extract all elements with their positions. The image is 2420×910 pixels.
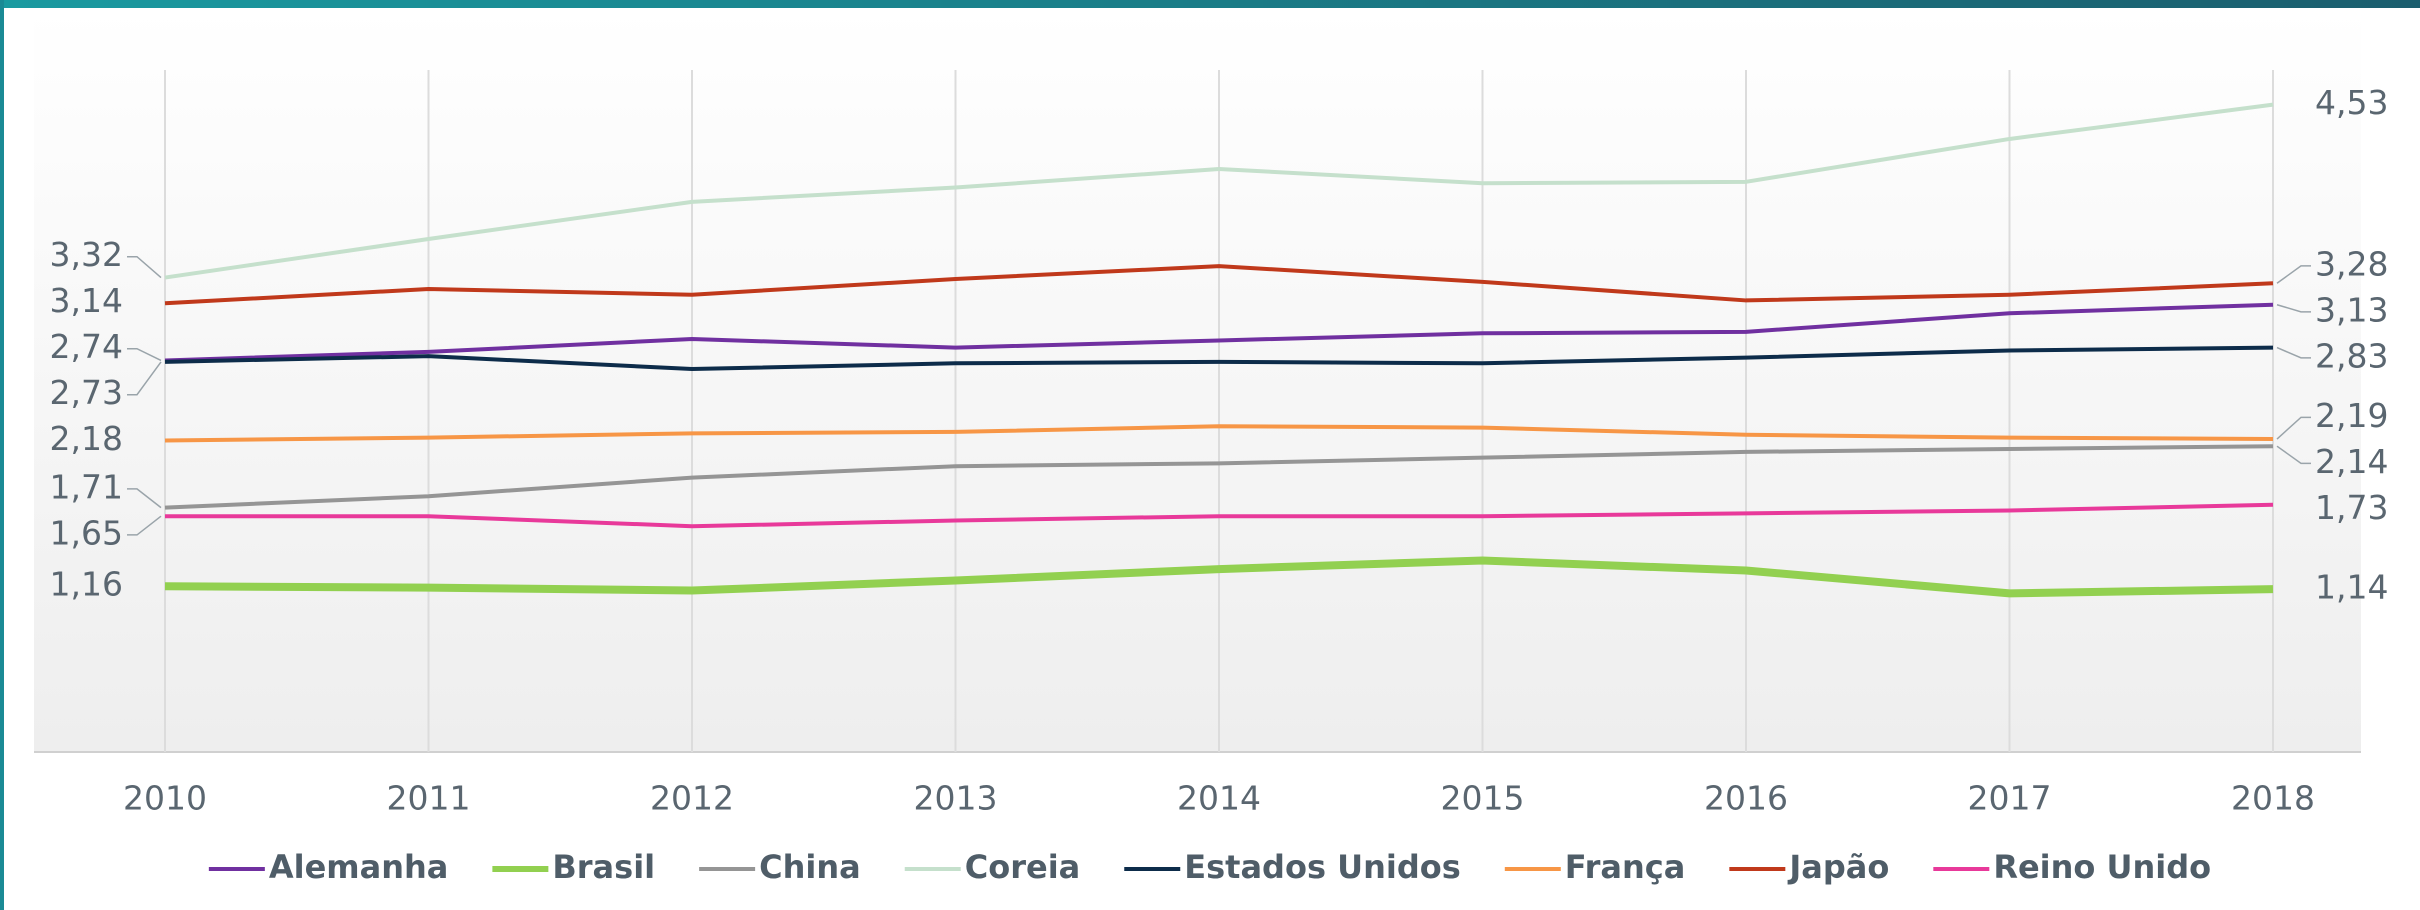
data-label: 2,19 (2315, 396, 2388, 435)
top-border (0, 0, 2420, 8)
series-line (164, 424, 2274, 443)
data-label: 1,71 (50, 467, 123, 506)
leader-line (2276, 304, 2311, 313)
legend-label: Coreia (965, 848, 1081, 886)
data-label: 3,32 (50, 235, 123, 274)
leader-line (127, 255, 162, 279)
x-tick-label: 2013 (914, 779, 998, 818)
legend-label: Estados Unidos (1184, 848, 1461, 886)
data-label: 4,53 (2315, 83, 2388, 122)
data-label: 1,65 (50, 513, 123, 552)
legend-label: Reino Unido (1993, 848, 2211, 886)
leader-line (127, 361, 162, 396)
leader-line (2276, 445, 2311, 465)
x-tick-label: 2017 (1968, 779, 2052, 818)
series-line (165, 502, 2274, 529)
series-line (164, 444, 2274, 510)
data-label: 2,74 (50, 327, 123, 366)
data-label: 1,14 (2315, 568, 2388, 607)
data-label: 3,14 (50, 281, 123, 320)
x-tick-label: 2016 (1704, 779, 1788, 818)
data-label: 1,73 (2315, 488, 2388, 527)
data-label: 3,28 (2315, 244, 2388, 283)
legend-label: China (759, 848, 861, 886)
x-tick-label: 2012 (650, 779, 734, 818)
series-line (164, 264, 2274, 306)
leader-line (127, 488, 162, 509)
leader-line (2276, 346, 2311, 359)
legend-label: Japão (1787, 848, 1889, 886)
leader-line (127, 347, 162, 362)
x-tick-label: 2014 (1177, 779, 1261, 818)
x-tick-label: 2011 (387, 779, 471, 818)
legend-label: Brasil (552, 848, 655, 886)
series-line (164, 302, 2274, 363)
series-line (164, 102, 2274, 280)
series-line (164, 556, 2274, 598)
data-label: 2,83 (2315, 336, 2388, 375)
data-label: 1,16 (50, 565, 123, 604)
leader-line (2276, 265, 2311, 284)
x-tick-label: 2015 (1441, 779, 1525, 818)
data-label: 2,73 (50, 373, 123, 412)
plot-panel (34, 8, 2361, 752)
x-tick-label: 2010 (123, 779, 207, 818)
leader-line (127, 515, 162, 536)
data-label: 2,14 (2315, 442, 2388, 481)
legend-label: França (1565, 848, 1686, 886)
left-border (0, 0, 4, 910)
data-label: 3,13 (2315, 290, 2388, 329)
leader-line (2276, 416, 2311, 440)
x-tick-label: 2018 (2231, 779, 2315, 818)
series-line (164, 345, 2274, 372)
legend-label: Alemanha (269, 848, 449, 886)
data-label: 2,18 (50, 419, 123, 458)
